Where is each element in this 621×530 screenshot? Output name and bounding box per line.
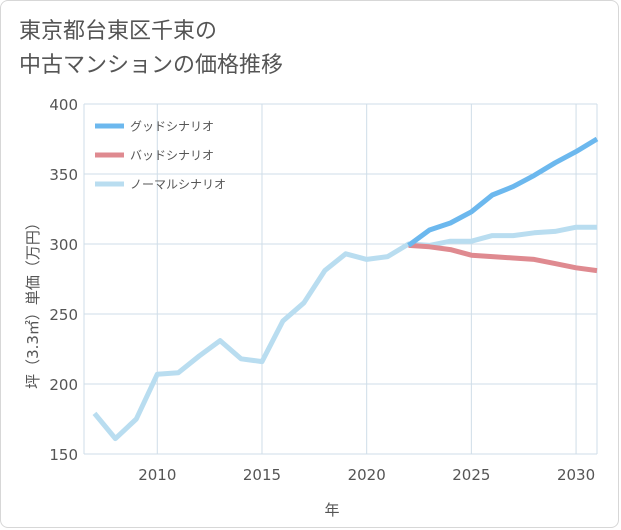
- y-tick-label: 250: [49, 306, 78, 324]
- chart-title-line-2: 中古マンションの価格推移: [19, 53, 284, 78]
- chart-title: 東京都台東区千束の 中古マンションの価格推移: [19, 15, 283, 83]
- legend-label: バッドシナリオ: [130, 149, 214, 163]
- y-tick-label: 400: [49, 96, 78, 114]
- x-axis-label: 年: [324, 501, 339, 519]
- legend-label: ノーマルシナリオ: [130, 178, 226, 192]
- y-tick-label: 350: [49, 166, 78, 184]
- x-tick-label: 2020: [348, 466, 386, 484]
- series-line: [407, 136, 599, 248]
- y-tick-label: 200: [49, 376, 78, 394]
- x-tick-label: 2015: [243, 466, 281, 484]
- x-tick-label: 2025: [452, 466, 490, 484]
- series-line: [92, 224, 597, 442]
- grid: [83, 103, 598, 455]
- y-tick-label: 150: [49, 446, 78, 464]
- y-tick-label: 300: [49, 236, 78, 254]
- axis-ticks: 150 200 250 300 350 400 2010 2015 2020 2025 2030: [49, 96, 595, 484]
- x-tick-label: 2010: [138, 466, 176, 484]
- series-lines: [92, 136, 599, 442]
- series-line: [408, 242, 598, 274]
- chart-title-line-1: 東京都台東区千束の: [19, 19, 218, 44]
- legend-label: グッドシナリオ: [130, 120, 214, 134]
- y-axis-label: 坪（3.3㎡）単価（万円）: [24, 215, 42, 389]
- x-tick-label: 2030: [557, 466, 595, 484]
